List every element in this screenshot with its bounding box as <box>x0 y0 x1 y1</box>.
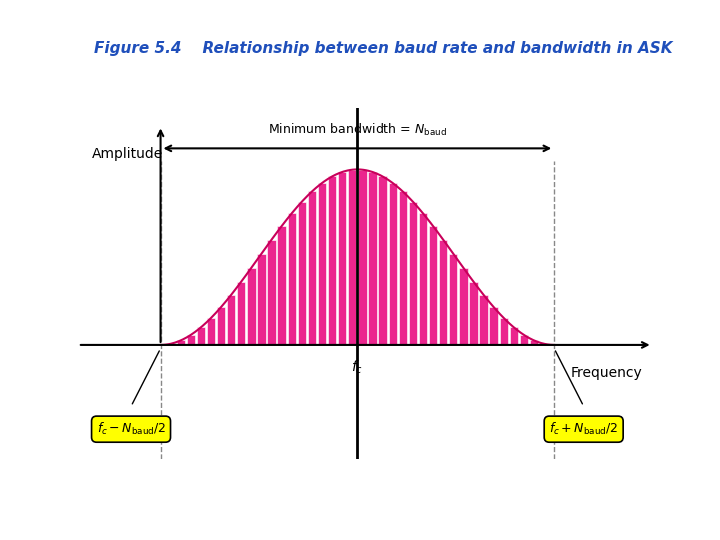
Text: Figure 5.4    Relationship between baud rate and bandwidth in ASK: Figure 5.4 Relationship between baud rat… <box>94 41 672 56</box>
Bar <box>176 340 185 345</box>
Text: $f_c - N_{\mathrm{baud}}/2$: $f_c - N_{\mathrm{baud}}/2$ <box>96 421 166 437</box>
Bar <box>369 172 377 345</box>
Bar <box>166 344 175 345</box>
Bar <box>207 318 215 345</box>
Bar <box>328 177 336 345</box>
Bar <box>540 344 548 345</box>
Bar <box>419 213 427 345</box>
Bar <box>318 183 326 345</box>
Bar <box>449 254 457 345</box>
Bar <box>459 268 467 345</box>
Bar <box>429 226 437 345</box>
Bar <box>186 335 195 345</box>
Text: $f_c + N_{\mathrm{baud}}/2$: $f_c + N_{\mathrm{baud}}/2$ <box>549 421 618 437</box>
Bar <box>409 201 417 345</box>
Bar <box>520 335 528 345</box>
Bar <box>217 307 225 345</box>
Bar <box>348 170 356 345</box>
Bar <box>267 240 276 345</box>
Bar <box>490 307 498 345</box>
Bar <box>237 281 246 345</box>
Bar <box>480 295 487 345</box>
Bar <box>359 170 366 345</box>
Text: Frequency: Frequency <box>571 366 643 380</box>
Bar <box>379 177 387 345</box>
Bar <box>277 226 286 345</box>
Bar <box>500 318 508 345</box>
Bar <box>338 172 346 345</box>
Bar <box>257 254 266 345</box>
Text: Minimum bandwidth = $N_{\mathrm{baud}}$: Minimum bandwidth = $N_{\mathrm{baud}}$ <box>268 122 447 138</box>
Bar <box>389 183 397 345</box>
Bar <box>227 295 235 345</box>
Text: Amplitude: Amplitude <box>91 147 163 160</box>
Bar <box>469 281 477 345</box>
Bar <box>297 201 306 345</box>
Bar <box>287 213 296 345</box>
Text: $f_c$: $f_c$ <box>351 359 364 376</box>
Bar <box>510 327 518 345</box>
Bar <box>247 268 256 345</box>
Bar <box>530 340 538 345</box>
Bar <box>439 240 447 345</box>
Bar <box>307 192 316 345</box>
Bar <box>399 192 407 345</box>
Bar <box>197 327 205 345</box>
